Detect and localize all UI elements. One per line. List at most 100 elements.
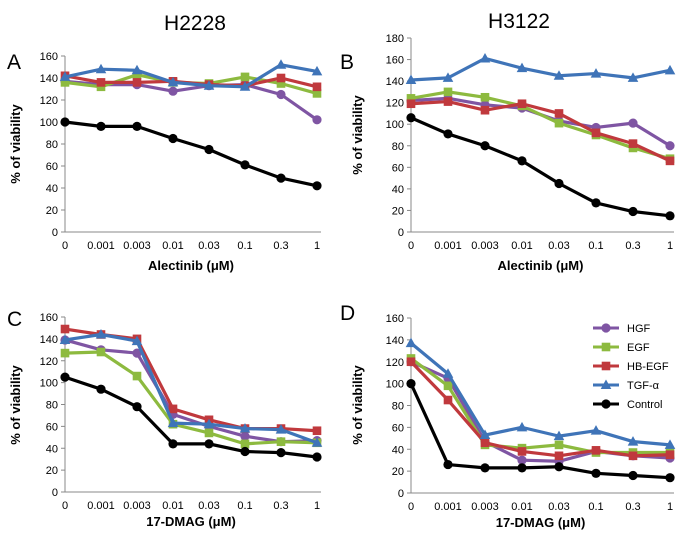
legend-tgf-label: TGF-α — [627, 380, 660, 392]
y-axis-label-a: % of viability — [8, 104, 23, 184]
tgf-series-b-marker — [516, 62, 528, 73]
hb-egf-series-b-marker — [628, 139, 638, 148]
tgf-series-c-marker — [131, 335, 143, 346]
y-tick-label: 100 — [386, 379, 404, 391]
egf-series-b-marker — [554, 118, 564, 128]
x-tick-label: 0.1 — [237, 240, 252, 252]
control-series-a-marker — [168, 133, 178, 144]
y-tick-label: 0 — [52, 227, 58, 239]
y-tick-label: 80 — [392, 401, 404, 413]
col-title-h3122: H3122 — [488, 10, 550, 33]
y-tick-label: 60 — [46, 161, 58, 173]
control-series-a-marker — [204, 144, 214, 155]
tgf-series-b-marker — [442, 72, 454, 82]
x-tick-label: 0.03 — [548, 240, 569, 252]
x-tick-label: 0.3 — [625, 240, 640, 252]
x-tick-label: 0.01 — [511, 501, 532, 513]
y-tick-label: 160 — [40, 312, 58, 324]
hb-egf-series-d-marker — [480, 438, 490, 447]
control-series-b-marker — [443, 129, 453, 139]
control-series-b-marker — [480, 141, 490, 151]
control-series-c-marker — [168, 439, 178, 449]
y-tick-label: 120 — [386, 357, 404, 369]
control-series-a-marker — [96, 121, 106, 131]
tgf-series-d-marker — [627, 436, 639, 446]
x-tick-label: 0.001 — [87, 500, 115, 512]
x-tick-label: 0.1 — [237, 500, 252, 512]
hb-egf-series-a-marker — [312, 82, 322, 92]
legend-hb-egf-label: HB-EGF — [627, 361, 669, 373]
x-tick-label: 0.3 — [625, 501, 640, 513]
y-tick-label: 40 — [46, 443, 58, 455]
legend-hgf-marker — [601, 323, 611, 333]
y-tick-label: 120 — [40, 356, 58, 368]
hb-egf-series-b-marker — [554, 109, 564, 118]
tgf-series-c-marker — [275, 424, 287, 434]
tgf-series-d-marker — [442, 368, 454, 378]
control-series-a-marker — [240, 160, 250, 170]
control-series-b-line — [410, 116, 671, 218]
control-series-a-marker — [276, 173, 286, 183]
tgf-series-b-line — [410, 56, 671, 82]
egf-series-d-marker — [554, 440, 564, 450]
x-tick-label: 0 — [408, 501, 414, 513]
y-tick-label: 120 — [40, 95, 58, 107]
y-tick-label: 60 — [392, 162, 404, 174]
x-tick-label: 0.03 — [548, 501, 569, 513]
y-tick-label: 20 — [392, 466, 404, 478]
egf-series-a-marker — [60, 78, 70, 87]
control-series-c-marker — [60, 372, 70, 382]
x-tick-label: 0.003 — [471, 240, 499, 252]
x-tick-label: 0.001 — [434, 501, 462, 513]
x-axis-label-a: Alectinib (μM) — [148, 258, 234, 273]
hgf-series-a-marker — [276, 89, 286, 100]
egf-series-a-marker — [312, 89, 322, 98]
hb-egf-series-b-marker — [591, 128, 601, 138]
hb-egf-series-b-line — [410, 99, 671, 163]
tgf-series-a-marker — [311, 65, 323, 76]
tgf-series-d-marker — [553, 430, 565, 441]
hgf-series-a-marker — [168, 86, 178, 96]
tgf-series-d-marker — [405, 337, 417, 348]
hb-egf-series-d-marker — [554, 451, 564, 461]
x-tick-label: 0.3 — [273, 500, 288, 512]
hb-egf-series-c-marker — [60, 324, 70, 334]
y-tick-label: 40 — [46, 183, 58, 195]
x-tick-label: 0.003 — [123, 240, 151, 252]
chart-panel-a: 0 20 40 60 80 100 120 140 160 0 0.001 0.003 0.01 0.03… — [8, 51, 323, 273]
y-axis-label-b: % of viability — [350, 95, 365, 175]
y-tick-label: 140 — [40, 73, 58, 85]
control-series-c-line — [64, 375, 318, 459]
hb-egf-series-b-marker — [480, 105, 490, 115]
egf-series-c-line — [64, 350, 318, 446]
egf-series-b-marker — [480, 92, 490, 102]
y-tick-label: 80 — [46, 139, 58, 151]
control-series-d-marker — [628, 470, 638, 481]
x-axis-label-d: 17-DMAG (μM) — [496, 515, 586, 530]
hb-egf-series-d-marker — [517, 447, 527, 456]
y-tick-label: 0 — [398, 488, 404, 500]
hb-egf-series-d-marker — [628, 451, 638, 461]
x-tick-label: 1 — [667, 501, 673, 513]
hb-egf-series-b-marker — [517, 99, 527, 109]
tgf-series-d-marker — [664, 439, 676, 449]
egf-series-c-marker — [276, 437, 286, 446]
y-axis-label-d: % of viability — [350, 365, 365, 445]
hb-egf-series-a-marker — [132, 78, 142, 87]
egf-series-c-marker — [60, 348, 70, 358]
control-series-a-marker — [60, 117, 70, 127]
y-tick-label: 100 — [40, 117, 58, 129]
legend-control-marker — [601, 399, 611, 409]
egf-series-a-marker — [276, 79, 286, 88]
tgf-series-b-marker — [553, 70, 565, 80]
panel-label-b: B — [340, 51, 354, 74]
egf-series-a-marker — [240, 72, 250, 82]
control-series-b-marker — [591, 198, 601, 208]
control-series-c-marker — [312, 452, 322, 462]
legend-egf-label: EGF — [627, 342, 650, 354]
x-tick-label: 1 — [314, 500, 320, 512]
tgf-series-c-marker — [311, 437, 323, 447]
y-tick-label: 60 — [46, 421, 58, 433]
egf-series-c-marker — [132, 371, 142, 381]
control-series-d-marker — [406, 379, 416, 389]
